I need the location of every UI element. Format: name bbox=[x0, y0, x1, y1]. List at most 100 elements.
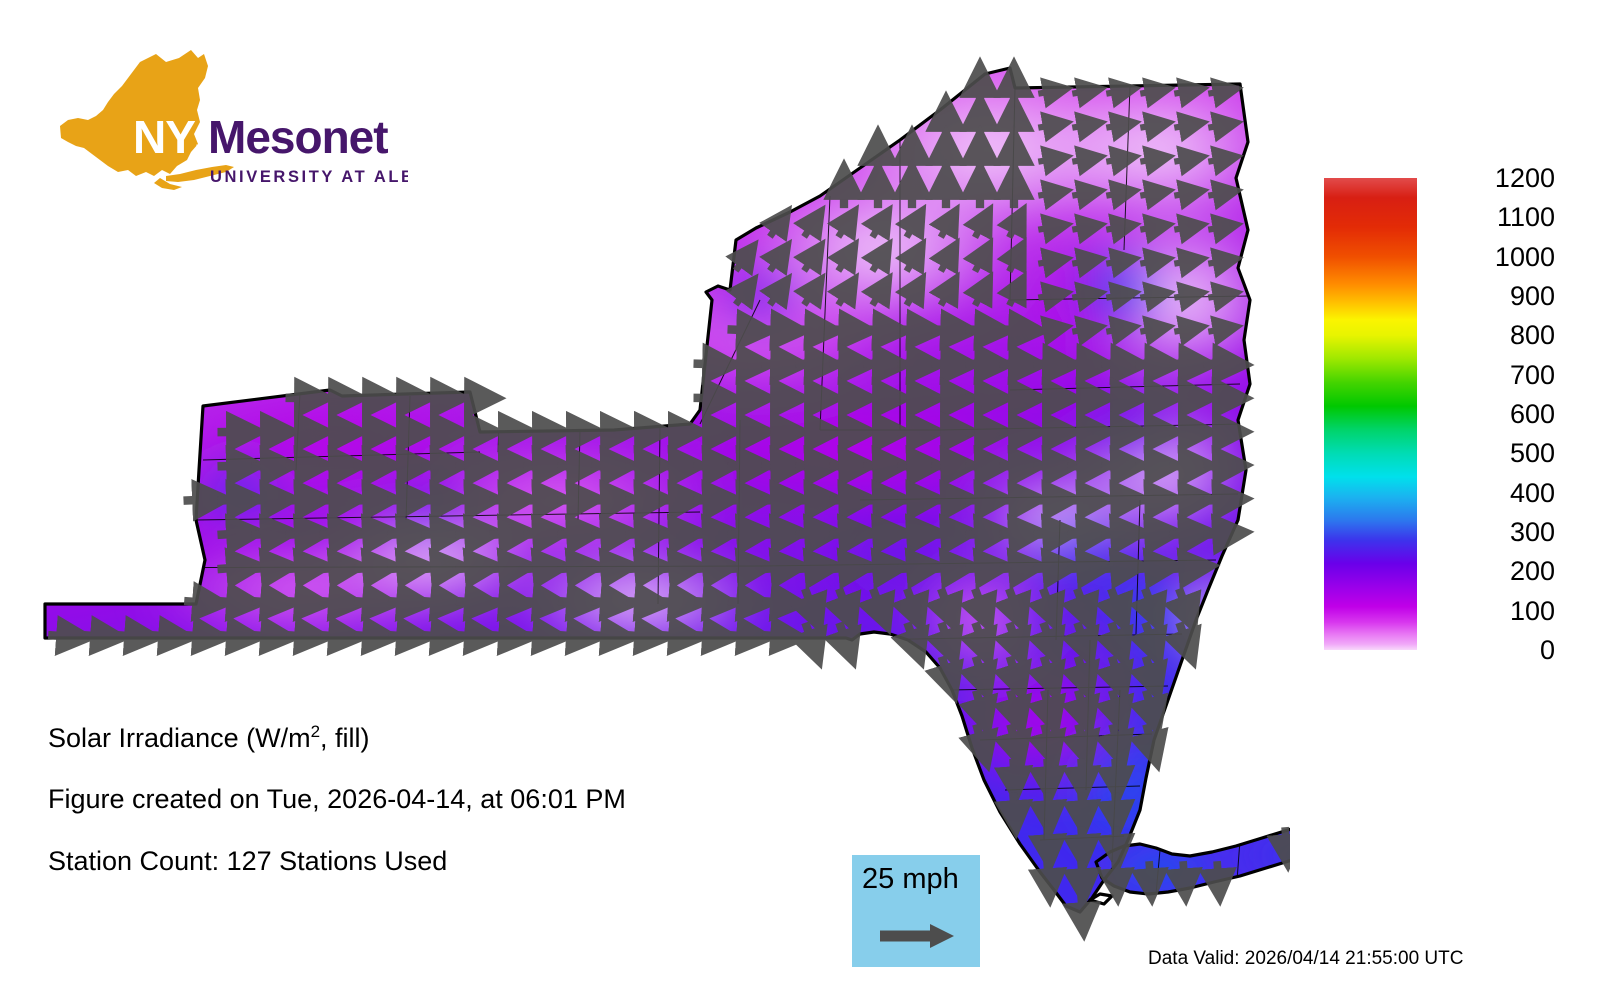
wind-vector-arrow bbox=[1071, 281, 1108, 313]
wind-vector-arrow bbox=[1162, 621, 1202, 670]
wind-vector-arrow bbox=[1203, 479, 1255, 522]
title-prefix: Solar Irradiance (W/m bbox=[48, 723, 311, 753]
wind-vector-arrow bbox=[557, 513, 609, 556]
wind-vector-arrow bbox=[1128, 723, 1169, 773]
wind-vector-arrow bbox=[285, 513, 337, 556]
wind-vector-arrow bbox=[992, 587, 1032, 636]
wind-vector-arrow bbox=[759, 272, 793, 310]
wind-vector-arrow bbox=[47, 615, 98, 657]
wind-vector-arrow bbox=[489, 615, 540, 657]
wind-vector-arrow bbox=[965, 444, 1017, 488]
colorbar-tick-100: 100 bbox=[1509, 595, 1555, 626]
wind-vector-arrow bbox=[962, 271, 994, 309]
wind-vector-arrow bbox=[761, 513, 813, 556]
wind-vector-arrow bbox=[387, 547, 439, 590]
wind-vector-arrow bbox=[285, 615, 336, 657]
wind-vector-arrow bbox=[1105, 247, 1142, 279]
wind-vector-arrow bbox=[1207, 315, 1244, 347]
wind-vector-arrow bbox=[795, 547, 847, 590]
wind-vector-arrow bbox=[999, 547, 1051, 590]
wind-vector-arrow bbox=[1037, 315, 1074, 347]
wind-vector-arrow bbox=[1169, 479, 1221, 522]
wind-vector-arrow bbox=[894, 271, 927, 310]
wind-vector-arrow bbox=[1135, 479, 1187, 522]
wind-vector-arrow bbox=[1128, 655, 1168, 704]
wind-vector-arrow bbox=[693, 342, 745, 386]
wind-vector-arrow bbox=[659, 615, 710, 657]
wind-vector-arrow bbox=[860, 272, 893, 310]
wind-vector-arrow bbox=[1105, 315, 1142, 347]
wind-vector-arrow bbox=[761, 308, 813, 351]
wind-vector-arrow bbox=[761, 342, 813, 386]
wind-vector-arrow bbox=[996, 270, 1027, 309]
wind-vector-arrow bbox=[924, 621, 964, 670]
wind-vector-arrow bbox=[1207, 247, 1244, 279]
wind-vector-arrow bbox=[1139, 77, 1176, 109]
wind-vector-arrow bbox=[1067, 513, 1119, 556]
wind-vector-arrow bbox=[992, 621, 1032, 670]
wind-vector-arrow bbox=[251, 513, 303, 556]
wind-vector-arrow bbox=[523, 547, 575, 590]
wind-vector-arrow bbox=[1162, 587, 1202, 636]
colorbar-tick-500: 500 bbox=[1509, 438, 1555, 469]
wind-vector-arrow bbox=[523, 444, 575, 488]
wind-vector-arrow bbox=[285, 581, 336, 623]
wind-vector-arrow bbox=[489, 479, 541, 522]
wind-vector-arrow bbox=[1173, 145, 1210, 177]
wind-vector-arrow bbox=[557, 547, 609, 590]
wind-vector-arrow bbox=[625, 479, 677, 522]
wind-vector-arrow bbox=[693, 547, 745, 590]
wind-vector-arrow bbox=[1139, 281, 1176, 313]
wind-vector-arrow bbox=[829, 513, 881, 556]
wind-vector-arrow bbox=[1139, 315, 1176, 347]
colorbar-tick-900: 900 bbox=[1509, 281, 1555, 311]
wind-vector-arrow bbox=[958, 689, 999, 739]
wind-vector-arrow bbox=[890, 621, 930, 670]
wind-vector-arrow bbox=[992, 689, 1033, 739]
wind-vector-arrow bbox=[217, 547, 269, 590]
wind-vector-arrow bbox=[455, 513, 507, 556]
wind-vector-arrow bbox=[455, 479, 507, 522]
wind-vector-arrow bbox=[591, 581, 642, 623]
wind-vector-arrow bbox=[251, 444, 303, 488]
wind-vector-arrow bbox=[1101, 547, 1153, 590]
wind-vector-arrow bbox=[591, 479, 643, 522]
wind-vector-arrow bbox=[81, 615, 132, 657]
colorbar[interactable]: 1200 1100 1000 900 800 700 600 500 400 300 200 100 0 bbox=[1324, 165, 1594, 664]
wind-vector-arrow bbox=[788, 621, 828, 670]
wind-vector-arrow bbox=[928, 237, 960, 275]
wind-vector-arrow bbox=[1135, 513, 1187, 556]
wind-vector-arrow bbox=[1207, 213, 1244, 245]
wind-vector-arrow bbox=[1203, 342, 1255, 386]
wind-vector-arrow bbox=[727, 513, 779, 556]
wind-vector-arrow bbox=[863, 444, 915, 488]
wind-vector-arrow bbox=[863, 308, 915, 351]
wind-vector-arrow bbox=[1061, 894, 1102, 942]
wind-vector-arrow bbox=[958, 723, 999, 773]
wind-vector-arrow bbox=[1067, 479, 1119, 522]
wind-vector-arrow bbox=[1105, 179, 1142, 211]
wind-vector-arrow bbox=[931, 479, 983, 522]
wind-vector-arrow bbox=[387, 513, 439, 556]
colorbar-tick-700: 700 bbox=[1509, 359, 1555, 390]
wind-vector-arrow bbox=[958, 621, 998, 670]
solar-irradiance-map[interactable] bbox=[0, 0, 1290, 960]
wind-vector-arrow bbox=[523, 581, 574, 623]
wind-vector-arrow bbox=[993, 758, 1034, 806]
wind-vector-arrow bbox=[1037, 179, 1074, 211]
wind-vector-arrow bbox=[1033, 547, 1085, 590]
wind-vector-overlay bbox=[47, 56, 1290, 942]
wind-vector-arrow bbox=[285, 479, 337, 522]
wind-vector-arrow bbox=[1198, 860, 1237, 907]
data-valid-timestamp: Data Valid: 2026/04/14 21:55:00 UTC bbox=[1148, 948, 1464, 969]
wind-vector-arrow bbox=[1061, 826, 1102, 874]
wind-vector-arrow bbox=[353, 581, 404, 623]
wind-vector-arrow bbox=[1061, 792, 1102, 840]
wind-vector-arrow bbox=[793, 238, 826, 276]
wind-vector-arrow bbox=[1060, 689, 1101, 739]
wind-vector-arrow bbox=[659, 547, 711, 590]
colorbar-gradient bbox=[1324, 178, 1417, 650]
logo-subtitle-text: UNIVERSITY AT ALBANY bbox=[210, 168, 408, 186]
wind-vector-arrow bbox=[1061, 758, 1102, 806]
wind-vector-arrow bbox=[319, 513, 371, 556]
